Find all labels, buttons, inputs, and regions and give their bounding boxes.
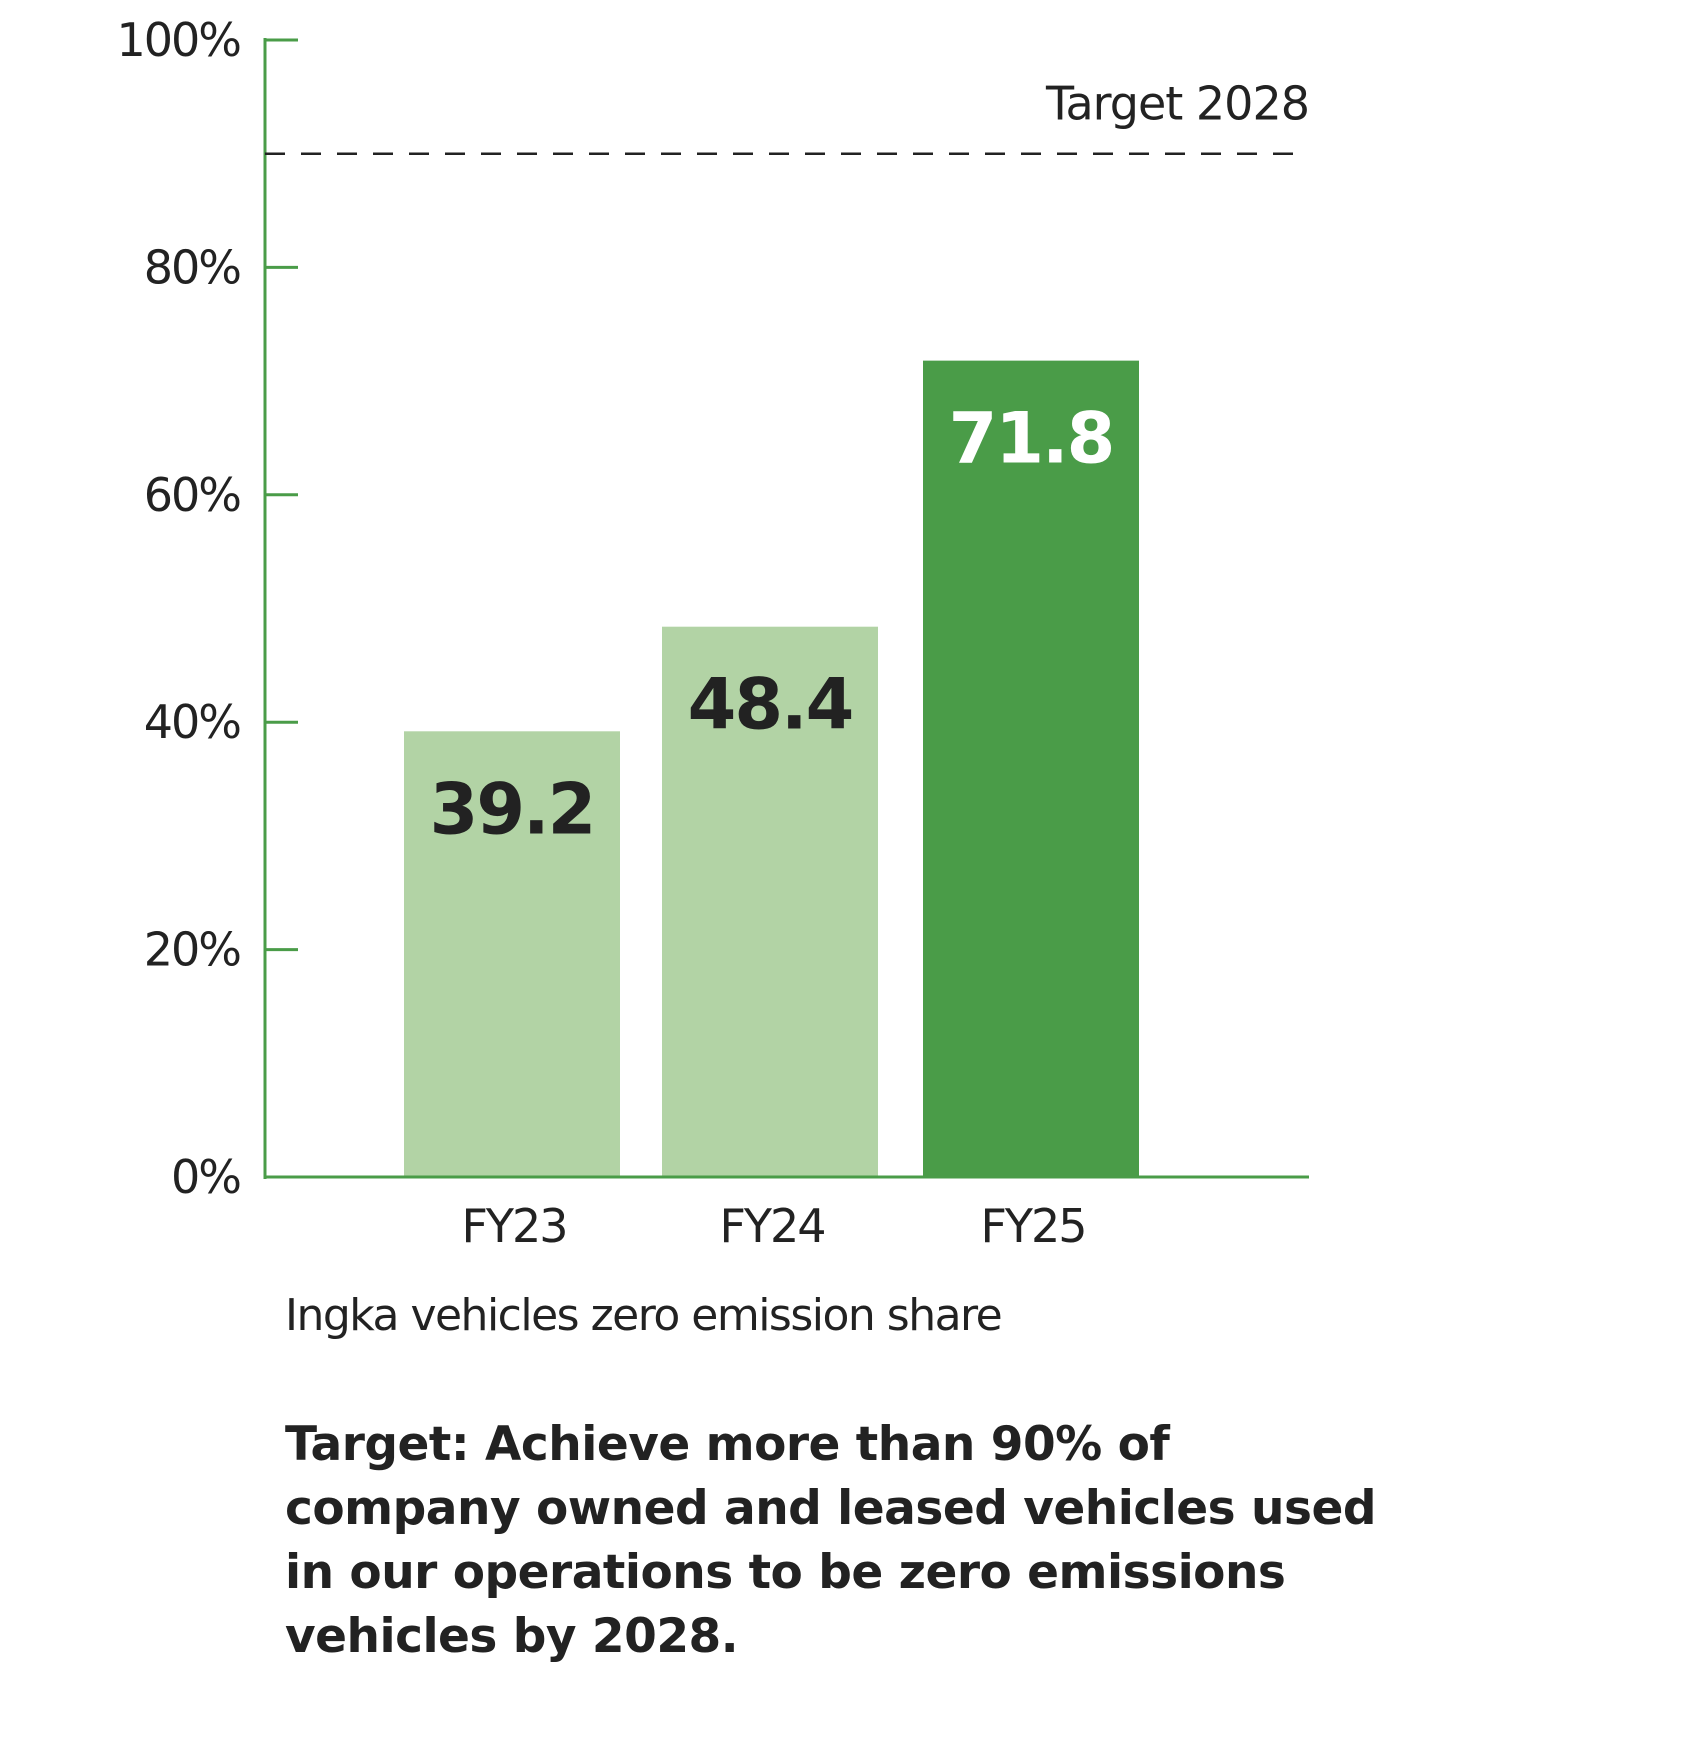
y-tick-label: 40% [144,695,241,749]
x-tick-label: FY24 [719,1199,824,1253]
data-label: 71.8 [949,398,1114,480]
bar-fy23 [404,731,620,1177]
data-label: 39.2 [430,768,595,850]
y-tick-label: 80% [144,240,241,294]
y-tick-label: 60% [144,468,241,522]
y-tick-label: 0% [171,1150,240,1204]
bar-fy25 [923,360,1139,1177]
y-tick-label: 100% [116,13,240,67]
x-tick-label: FY25 [980,1199,1085,1253]
data-label: 48.4 [688,664,853,746]
bar-chart: 39.2 FY23 48.4 FY24 71.8 FY25 0% 20% 40% 60% 80% 10… [116,13,1310,1253]
x-axis-label: Ingka vehicles zero emission share [285,1290,1003,1341]
y-tick-label: 20% [144,923,241,977]
x-tick-label: FY23 [461,1199,566,1253]
target-note: Target: Achieve more than 90% of company… [285,1417,1376,1664]
target-line-label: Target 2028 [1045,77,1309,131]
bar-fy24 [662,626,878,1177]
